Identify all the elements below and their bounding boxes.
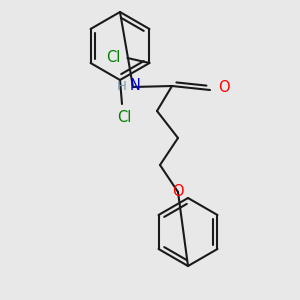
- Text: Cl: Cl: [117, 110, 131, 125]
- Text: O: O: [172, 184, 184, 200]
- Text: N: N: [130, 79, 140, 94]
- Text: H: H: [117, 80, 127, 92]
- Text: Cl: Cl: [106, 50, 121, 65]
- Text: O: O: [218, 80, 230, 95]
